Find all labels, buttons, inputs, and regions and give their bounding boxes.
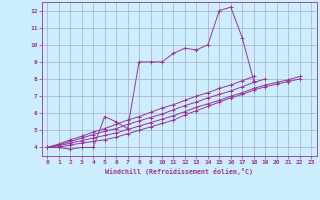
- X-axis label: Windchill (Refroidissement éolien,°C): Windchill (Refroidissement éolien,°C): [105, 168, 253, 175]
